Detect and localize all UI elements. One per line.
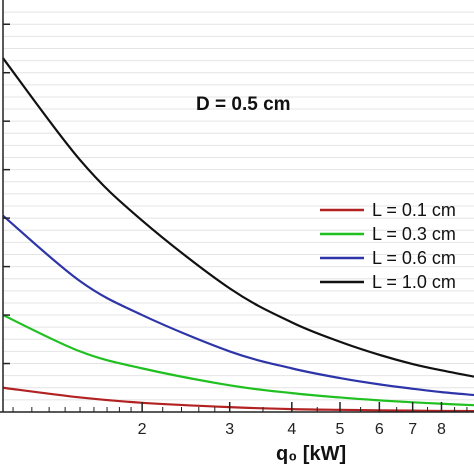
series-line-4 (2, 57, 474, 378)
legend-label: L = 0.6 cm (372, 248, 456, 268)
grid (3, 11, 474, 401)
x-axis-label: q₀ [kW] (276, 443, 346, 465)
x-tick-label: 4 (287, 421, 296, 438)
y-ticks (3, 23, 10, 365)
series-line-2 (2, 314, 474, 407)
axes (0, 0, 474, 413)
series-line-3 (2, 214, 474, 397)
x-tick-label: 7 (408, 421, 417, 438)
legend-label: L = 1.0 cm (372, 272, 456, 292)
x-ticks: 2 3 4 5 6 7 8 (12, 402, 468, 438)
series-line-1 (2, 386, 474, 413)
x-tick-label: 2 (138, 421, 147, 438)
x-tick-label: 5 (336, 421, 345, 438)
legend-label: L = 0.3 cm (372, 224, 456, 244)
x-tick-label: 3 (225, 421, 234, 438)
x-tick-label: 6 (375, 421, 384, 438)
diameter-annotation: D = 0.5 cm (196, 94, 291, 115)
x-tick-label: 8 (437, 421, 446, 438)
legend: L = 0.1 cm L = 0.3 cm L = 0.6 cm L = 1.0 cm (320, 200, 456, 292)
series-lines (2, 57, 474, 413)
legend-label: L = 0.1 cm (372, 200, 456, 220)
